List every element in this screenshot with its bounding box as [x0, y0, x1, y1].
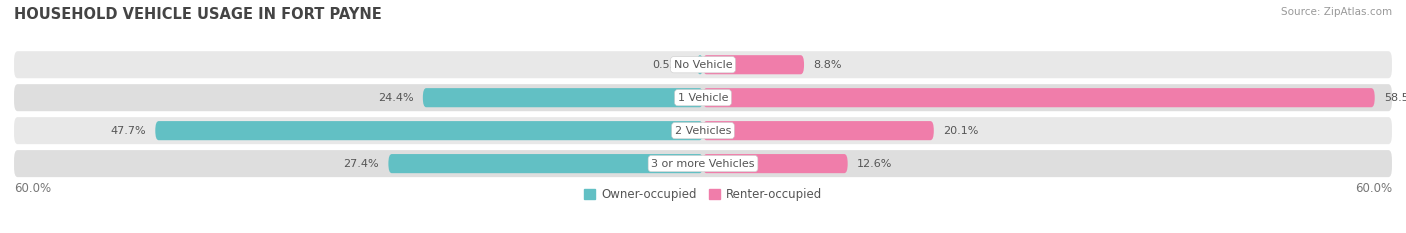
FancyBboxPatch shape: [703, 88, 1375, 107]
FancyBboxPatch shape: [423, 88, 703, 107]
FancyBboxPatch shape: [697, 55, 703, 74]
Text: 58.5%: 58.5%: [1384, 93, 1406, 103]
Text: 2 Vehicles: 2 Vehicles: [675, 126, 731, 136]
Text: 8.8%: 8.8%: [813, 60, 842, 70]
Text: HOUSEHOLD VEHICLE USAGE IN FORT PAYNE: HOUSEHOLD VEHICLE USAGE IN FORT PAYNE: [14, 7, 382, 22]
FancyBboxPatch shape: [703, 55, 804, 74]
FancyBboxPatch shape: [14, 150, 1392, 177]
FancyBboxPatch shape: [388, 154, 703, 173]
Text: 47.7%: 47.7%: [111, 126, 146, 136]
Text: 20.1%: 20.1%: [943, 126, 979, 136]
Text: No Vehicle: No Vehicle: [673, 60, 733, 70]
FancyBboxPatch shape: [14, 117, 1392, 144]
FancyBboxPatch shape: [703, 154, 848, 173]
Text: Source: ZipAtlas.com: Source: ZipAtlas.com: [1281, 7, 1392, 17]
Legend: Owner-occupied, Renter-occupied: Owner-occupied, Renter-occupied: [579, 183, 827, 206]
FancyBboxPatch shape: [14, 84, 1392, 111]
Text: 3 or more Vehicles: 3 or more Vehicles: [651, 159, 755, 169]
FancyBboxPatch shape: [155, 121, 703, 140]
Text: 24.4%: 24.4%: [378, 93, 413, 103]
FancyBboxPatch shape: [703, 121, 934, 140]
Text: 60.0%: 60.0%: [1355, 182, 1392, 195]
Text: 12.6%: 12.6%: [856, 159, 893, 169]
Text: 1 Vehicle: 1 Vehicle: [678, 93, 728, 103]
Text: 27.4%: 27.4%: [343, 159, 380, 169]
Text: 0.52%: 0.52%: [652, 60, 688, 70]
FancyBboxPatch shape: [14, 51, 1392, 78]
Text: 60.0%: 60.0%: [14, 182, 51, 195]
